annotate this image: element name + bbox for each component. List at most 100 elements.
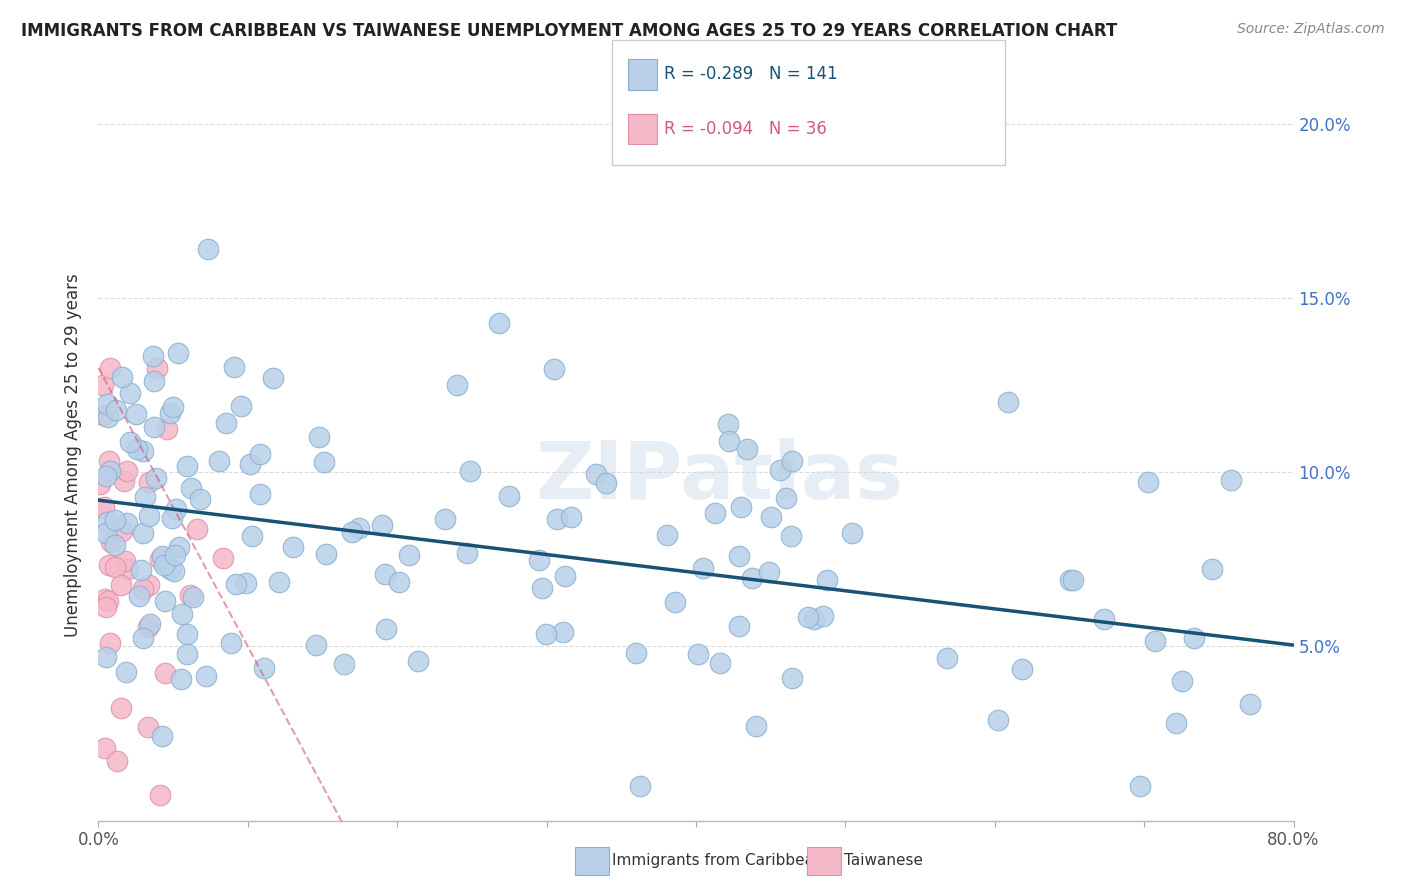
Point (186, 522, 208, 536)
Point (1011, 662, 1033, 676)
Point (728, 549, 751, 564)
Point (1219, 473, 1241, 487)
Point (111, 370, 134, 384)
Point (815, 574, 838, 588)
Point (585, 467, 607, 482)
Point (117, 562, 139, 576)
Point (408, 654, 430, 668)
Point (167, 346, 190, 360)
Point (94, 650, 117, 665)
Point (98, 464, 121, 478)
Point (1059, 573, 1081, 587)
Point (146, 360, 169, 375)
Point (458, 464, 481, 478)
Point (780, 454, 803, 468)
Point (811, 609, 834, 624)
Point (595, 476, 617, 491)
Point (170, 607, 193, 621)
Point (120, 434, 142, 449)
Point (128, 590, 150, 604)
Point (717, 417, 740, 431)
Point (150, 549, 173, 563)
Point (730, 500, 752, 514)
Y-axis label: Unemployment Among Ages 25 to 29 years: Unemployment Among Ages 25 to 29 years (65, 273, 83, 637)
Point (183, 590, 205, 604)
Point (93, 500, 115, 515)
Point (398, 548, 420, 562)
Point (100, 360, 122, 375)
Point (100, 534, 122, 549)
Point (744, 719, 766, 733)
Point (655, 527, 678, 541)
Point (340, 524, 363, 539)
Point (239, 457, 262, 471)
Point (163, 564, 186, 578)
Point (388, 575, 411, 590)
Point (219, 635, 242, 649)
Point (769, 463, 792, 477)
Point (212, 550, 235, 565)
Point (132, 444, 155, 458)
Point (160, 511, 183, 525)
Point (145, 471, 167, 485)
Text: Source: ZipAtlas.com: Source: ZipAtlas.com (1237, 22, 1385, 37)
Text: R = -0.094   N = 36: R = -0.094 N = 36 (664, 120, 827, 138)
Point (94, 600, 117, 615)
Point (709, 656, 731, 670)
Point (149, 789, 172, 803)
Point (132, 582, 155, 596)
Point (249, 447, 271, 461)
Point (167, 540, 190, 554)
Point (446, 377, 468, 392)
Point (117, 464, 139, 478)
Point (704, 506, 727, 520)
Point (97, 410, 120, 425)
Point (94, 469, 117, 483)
Point (153, 558, 176, 573)
Point (281, 540, 304, 554)
Point (374, 622, 396, 636)
Point (1171, 673, 1194, 688)
Point (1201, 562, 1223, 576)
Point (104, 513, 127, 527)
Point (737, 442, 759, 456)
Point (143, 420, 166, 434)
Point (546, 511, 568, 525)
Point (775, 491, 797, 505)
Point (152, 730, 174, 744)
Point (115, 516, 138, 530)
Point (347, 521, 370, 535)
Point (155, 422, 177, 436)
Point (105, 402, 128, 417)
Point (456, 546, 478, 560)
Point (97, 594, 120, 608)
Point (312, 455, 335, 469)
Point (176, 627, 198, 641)
Point (100, 636, 122, 650)
Point (179, 588, 201, 602)
Point (224, 360, 246, 375)
Point (163, 548, 186, 562)
Point (1062, 574, 1084, 588)
Point (131, 631, 153, 645)
Point (253, 660, 276, 674)
Point (434, 512, 457, 526)
Text: ZIPatlas: ZIPatlas (536, 438, 904, 516)
Point (624, 646, 647, 660)
Point (235, 576, 257, 591)
Point (262, 371, 284, 385)
Point (1129, 779, 1152, 793)
Point (104, 560, 127, 574)
Point (138, 509, 160, 524)
Point (803, 612, 825, 626)
Point (91, 378, 114, 392)
Point (162, 400, 184, 414)
Point (96, 515, 118, 529)
Point (1164, 715, 1187, 730)
Point (114, 553, 136, 567)
Point (498, 489, 520, 503)
Point (269, 574, 291, 589)
Point (628, 779, 651, 793)
Point (229, 400, 252, 414)
Point (741, 571, 763, 585)
